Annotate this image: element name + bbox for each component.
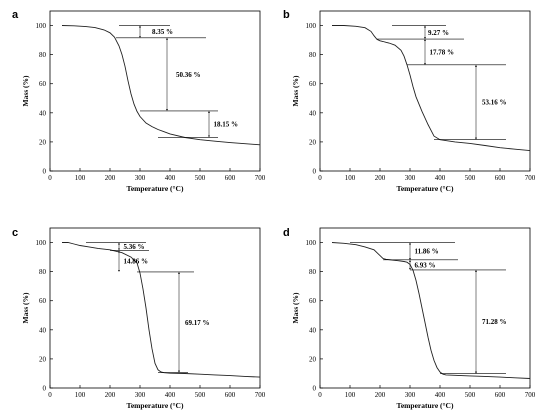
plot-frame — [49, 10, 261, 172]
y-tick-label: 100 — [306, 22, 317, 30]
x-tick-label: 700 — [525, 391, 536, 399]
mass-loss-label: 53.16 % — [482, 99, 507, 107]
y-axis-title: Mass (%) — [291, 292, 300, 324]
x-axis-title: Temperature (°C) — [127, 401, 184, 410]
mass-loss-label: 8.35 % — [152, 28, 173, 36]
y-tick-label: 20 — [39, 138, 47, 146]
x-tick-label: 100 — [75, 174, 86, 182]
panel-a: a 0 100 200 300 400 500 600 700 0 20 40 60 80 100 Tempe… — [12, 9, 266, 193]
y-tick-label: 80 — [39, 268, 47, 276]
y-tick-label: 100 — [306, 239, 317, 247]
x-tick-label: 500 — [465, 391, 476, 399]
panel-d: d 0 100 200 300 400 500 600 700 0 20 40 60 80 100 Tempe… — [283, 227, 536, 410]
y-tick-label: 80 — [309, 51, 317, 59]
y-tick-label: 100 — [36, 22, 47, 30]
y-tick-label: 0 — [43, 385, 47, 393]
x-tick-label: 200 — [375, 391, 386, 399]
y-tick-label: 80 — [39, 51, 47, 59]
mass-loss-label: 71.28 % — [482, 318, 507, 326]
panel-c: c 0 100 200 300 400 500 600 700 0 20 40 60 80 100 Tempe… — [12, 227, 266, 410]
x-tick-label: 700 — [525, 174, 536, 182]
tga-curve — [331, 242, 531, 379]
tga-curve — [62, 242, 261, 378]
x-tick-label: 400 — [435, 174, 446, 182]
y-tick-label: 40 — [309, 326, 317, 334]
y-axis-title: Mass (%) — [291, 75, 300, 107]
x-tick-label: 500 — [195, 174, 206, 182]
x-tick-label: 200 — [375, 174, 386, 182]
x-tick-label: 300 — [135, 174, 146, 182]
y-tick-label: 40 — [39, 109, 47, 117]
x-tick-label: 400 — [165, 174, 176, 182]
x-tick-label: 600 — [225, 391, 236, 399]
x-axis-title: Temperature (°C) — [397, 184, 454, 193]
x-tick-label: 300 — [135, 391, 146, 399]
tga-curve — [61, 25, 261, 146]
x-tick-label: 300 — [405, 174, 416, 182]
y-tick-label: 40 — [309, 109, 317, 117]
x-tick-label: 700 — [255, 174, 266, 182]
mass-loss-label: 9.27 % — [428, 29, 449, 37]
plot-frame — [319, 10, 531, 172]
y-axis-title: Mass (%) — [21, 292, 30, 324]
x-tick-label: 500 — [195, 391, 206, 399]
panel-b: b 0 100 200 300 400 500 600 700 0 20 40 60 80 100 Tempe… — [283, 9, 536, 193]
y-tick-label: 60 — [309, 80, 317, 88]
x-tick-label: 600 — [495, 174, 506, 182]
y-tick-label: 0 — [313, 168, 317, 176]
plot-frame — [49, 227, 261, 389]
mass-loss-label: 17.78 % — [430, 48, 455, 56]
mass-loss-label: 5.36 % — [124, 243, 145, 251]
x-tick-label: 300 — [405, 391, 416, 399]
y-tick-label: 20 — [309, 355, 317, 363]
y-axis-title: Mass (%) — [21, 75, 30, 107]
tga-curve — [332, 25, 531, 152]
y-tick-label: 20 — [309, 138, 317, 146]
x-tick-label: 100 — [75, 391, 86, 399]
x-tick-label: 600 — [495, 391, 506, 399]
y-tick-label: 60 — [39, 297, 47, 305]
panel-letter: c — [12, 227, 18, 239]
x-axis-title: Temperature (°C) — [397, 401, 454, 410]
mass-loss-label: 11.86 % — [415, 248, 439, 256]
panel-letter: a — [12, 9, 19, 21]
x-tick-label: 100 — [345, 391, 356, 399]
x-tick-label: 0 — [48, 174, 52, 182]
mass-loss-label: 18.15 % — [214, 121, 239, 129]
x-tick-label: 500 — [465, 174, 476, 182]
x-tick-label: 0 — [48, 391, 52, 399]
x-tick-label: 100 — [345, 174, 356, 182]
mass-loss-label: 50.36 % — [176, 71, 201, 79]
x-tick-label: 700 — [255, 391, 266, 399]
x-tick-label: 0 — [318, 174, 322, 182]
x-axis-title: Temperature (°C) — [127, 184, 184, 193]
plot-frame — [319, 227, 531, 389]
y-tick-label: 100 — [36, 239, 47, 247]
x-tick-label: 0 — [318, 391, 322, 399]
x-tick-label: 600 — [225, 174, 236, 182]
x-tick-label: 400 — [435, 391, 446, 399]
x-tick-label: 200 — [105, 391, 116, 399]
y-tick-label: 0 — [43, 168, 47, 176]
panel-letter: b — [283, 9, 290, 21]
x-tick-label: 400 — [165, 391, 176, 399]
panel-letter: d — [283, 227, 290, 239]
y-tick-label: 80 — [309, 268, 317, 276]
y-tick-label: 0 — [313, 385, 317, 393]
y-tick-label: 40 — [39, 326, 47, 334]
y-tick-label: 60 — [39, 80, 47, 88]
mass-loss-label: 14.86 % — [124, 258, 149, 266]
y-tick-label: 20 — [39, 355, 47, 363]
mass-loss-label: 6.93 % — [415, 261, 436, 269]
x-tick-label: 200 — [105, 174, 116, 182]
y-tick-label: 60 — [309, 297, 317, 305]
mass-loss-label: 69.17 % — [185, 319, 210, 327]
